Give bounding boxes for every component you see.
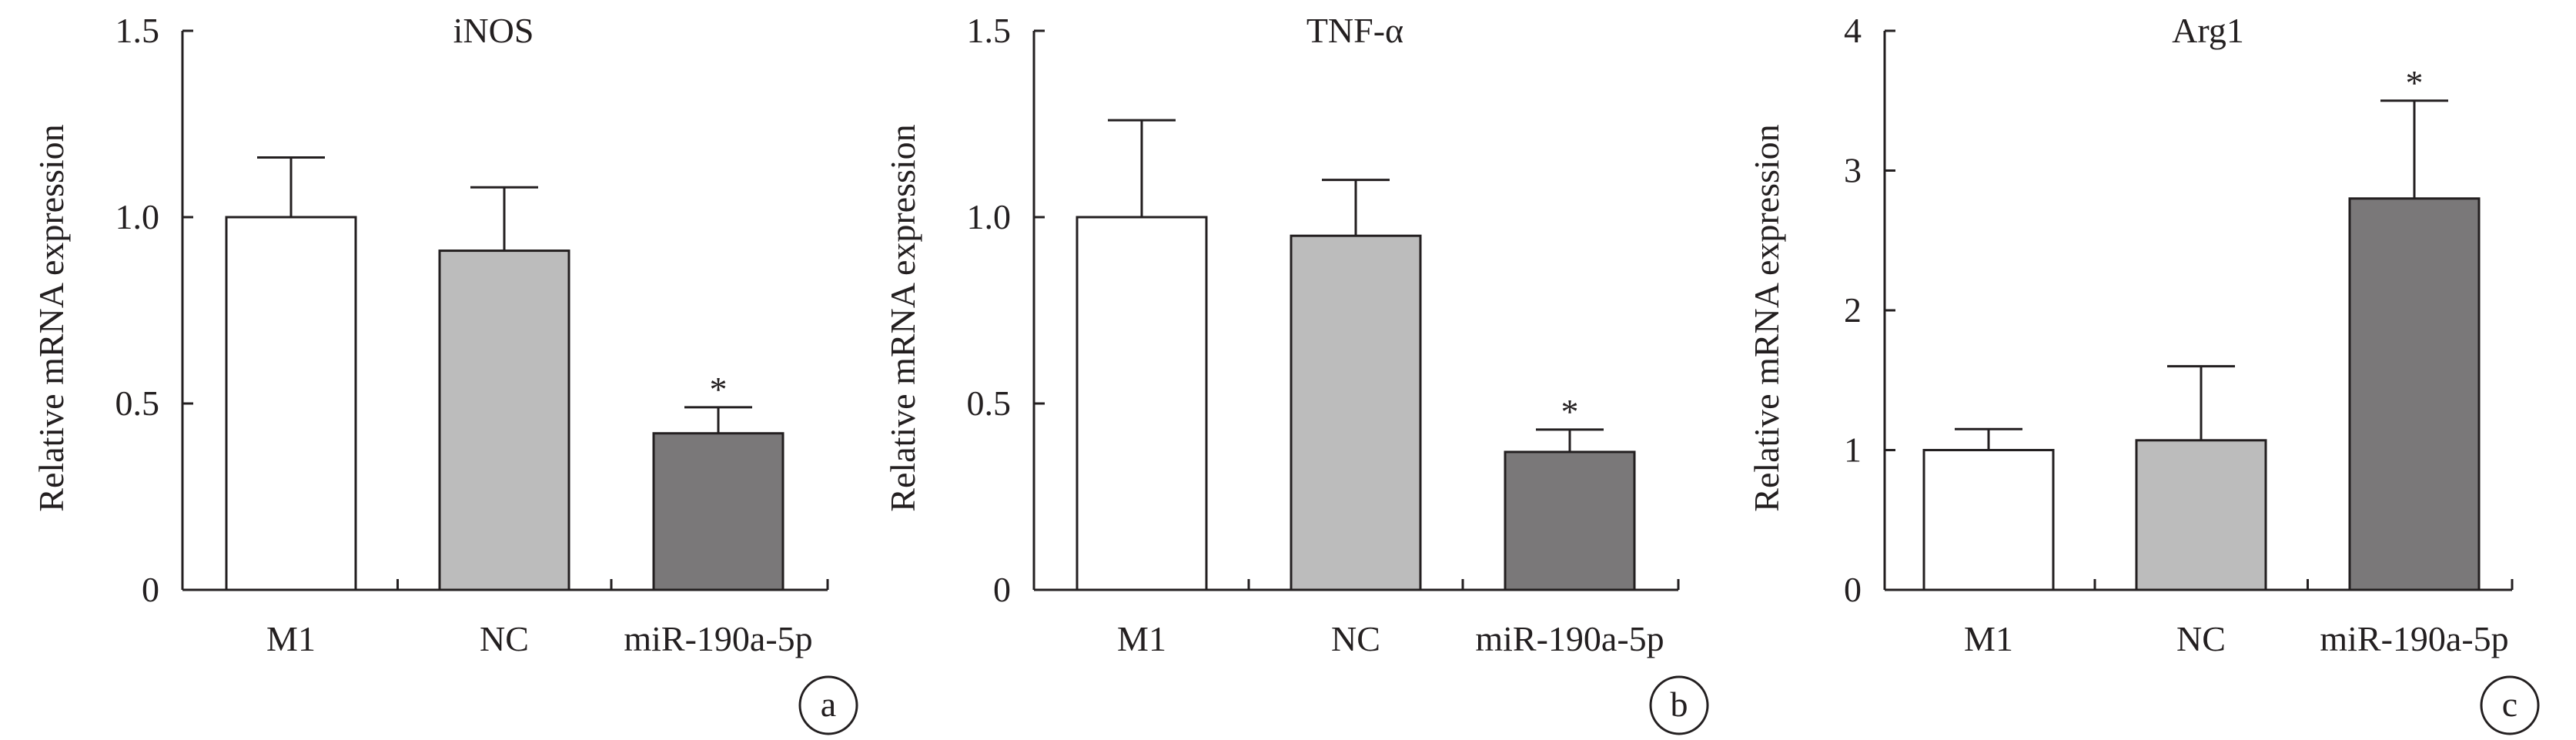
y-tick-label: 3 (1844, 151, 1862, 190)
bar-nc (2135, 439, 2267, 591)
y-tick-label: 1 (1844, 430, 1862, 470)
category-label: miR-190a-5p (2320, 619, 2508, 658)
category-label: NC (480, 619, 529, 658)
y-axis-label: Relative mRNA expression (1747, 124, 1786, 511)
y-tick-label: 0 (142, 570, 159, 609)
category-label: M1 (1964, 619, 2013, 658)
y-axis-label: Relative mRNA expression (883, 124, 922, 511)
bar-mir-190a-5p (1504, 450, 1636, 591)
chart-title: TNF-α (1306, 11, 1403, 50)
y-tick-label: 1.0 (115, 197, 160, 236)
panel-label-circle (2480, 675, 2540, 735)
significance-marker: * (2406, 63, 2424, 102)
category-label: NC (2176, 619, 2226, 658)
y-tick-label: 0 (1844, 570, 1862, 609)
y-tick-label: 0.5 (115, 383, 160, 423)
y-tick-label: 0 (993, 570, 1011, 609)
category-label: miR-190a-5p (1475, 619, 1664, 658)
bar-mir-190a-5p (652, 432, 785, 591)
bar-m1 (1076, 216, 1208, 591)
panel-label-circle (798, 675, 858, 735)
category-label: miR-190a-5p (624, 619, 812, 658)
bar-m1 (1922, 449, 2055, 591)
chart-title: Arg1 (2172, 11, 2244, 50)
chart-title: iNOS (453, 11, 534, 50)
y-tick-label: 1.5 (967, 11, 1012, 50)
y-tick-label: 4 (1844, 11, 1862, 50)
bar-nc (438, 249, 570, 591)
bar-nc (1290, 234, 1422, 591)
category-label: NC (1331, 619, 1380, 658)
panel-label-circle (1649, 675, 1709, 735)
bar-mir-190a-5p (2348, 197, 2481, 591)
significance-marker: * (710, 370, 728, 409)
y-axis-label: Relative mRNA expression (32, 124, 71, 511)
category-label: M1 (1117, 619, 1166, 658)
y-tick-label: 0.5 (967, 383, 1012, 423)
category-label: M1 (266, 619, 316, 658)
y-tick-label: 1.5 (115, 11, 160, 50)
bar-m1 (225, 216, 357, 591)
panel-label: c (2502, 685, 2517, 724)
y-tick-label: 1.0 (967, 197, 1012, 236)
panel-label: b (1671, 685, 1688, 724)
significance-marker: * (1561, 392, 1579, 431)
y-tick-label: 2 (1844, 290, 1862, 330)
panel-label: a (821, 685, 836, 724)
